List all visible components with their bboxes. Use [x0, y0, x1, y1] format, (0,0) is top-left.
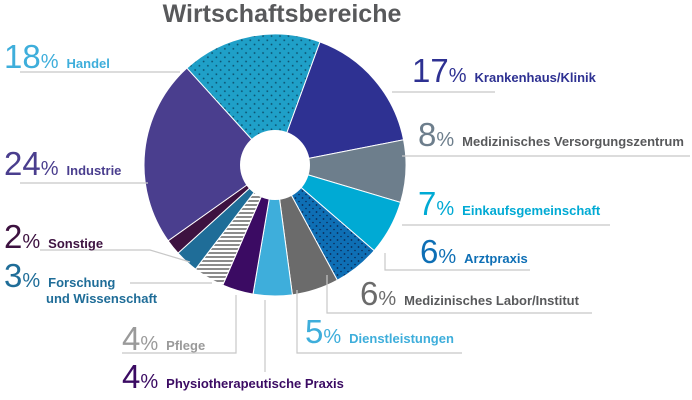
slice-value-forschung-und-wissenschaft: 3 [4, 257, 22, 294]
leader-line-sonstige [40, 249, 191, 263]
slice-value-physiotherapeutische-praxis: 4 [122, 358, 140, 395]
slice-value-medizinisches-versorgungszentrum: 8 [418, 116, 436, 153]
slice-value-pflege: 4 [122, 320, 140, 357]
slice-value-einkaufsgemeinschaft: 7 [418, 185, 436, 222]
leader-line-pflege [122, 295, 237, 354]
slice-name-einkaufsgemeinschaft: Einkaufsgemeinschaft [462, 203, 601, 218]
slice-value-handel: 18 [4, 38, 41, 75]
slice-value-dienstleistungen: 5 [305, 313, 323, 350]
donut-hole [240, 130, 310, 200]
slice-label-arztpraxis: 6% Arztpraxis [420, 233, 528, 270]
slice-name-industrie: Industrie [67, 163, 122, 178]
slice-name-pflege: Pflege [166, 338, 205, 353]
slice-label-physiotherapeutische-praxis: 4% Physiotherapeutische Praxis [122, 358, 344, 395]
pie-slice-krankenhaus-klinik [274, 41, 405, 166]
slice-label-medizinisches-labor-institut: 6% Medizinisches Labor/Institut [360, 275, 580, 312]
slice-value-industrie: 24 [4, 145, 41, 182]
slice-label-handel: 18% Handel [4, 38, 110, 75]
slice-value-medizinisches-labor-institut: 6 [360, 275, 378, 312]
slice-label-einkaufsgemeinschaft: 7% Einkaufsgemeinschaft [418, 185, 601, 222]
slice-name-medizinisches-versorgungszentrum: Medizinisches Versorgungszentrum [462, 134, 684, 149]
slice-labels: 17% Krankenhaus/Klinik 8% Medizinisches Ver… [4, 38, 684, 395]
slice-label-pflege: 4% Pflege [122, 320, 205, 357]
slice-name-krankenhaus-klinik: Krankenhaus/Klinik [475, 70, 597, 85]
slice-label-forschung-und-wissenschaft: 3% Forschung [4, 257, 115, 294]
chart-title: Wirtschaftsbereiche [163, 0, 402, 28]
leader-lines [20, 71, 690, 372]
slice-name-physiotherapeutische-praxis: Physiotherapeutische Praxis [166, 376, 344, 391]
leader-line-arztpraxis [384, 253, 530, 271]
slice-name-dienstleistungen: Dienstleistungen [349, 331, 454, 346]
slice-name-sonstige: Sonstige [48, 236, 103, 251]
slice-label-sonstige: 2% Sonstige [4, 218, 103, 255]
leader-line-medizinisches-labor-institut [326, 275, 592, 314]
slice-name-handel: Handel [67, 56, 110, 71]
slice-value-arztpraxis: 6 [420, 233, 438, 270]
slice-name-medizinisches-labor-institut: Medizinisches Labor/Institut [404, 293, 579, 308]
leader-line-dienstleistungen [296, 290, 462, 354]
slice-value-krankenhaus-klinik: 17 [412, 52, 449, 89]
slice-label-industrie: 24% Industrie [4, 145, 121, 182]
slice-label-krankenhaus-klinik: 17% Krankenhaus/Klinik [412, 52, 597, 89]
slice-label-medizinisches-versorgungszentrum: 8% Medizinisches Versorgungszentrum [418, 116, 684, 153]
slice-name-arztpraxis: Arztpraxis [464, 251, 528, 266]
slice-name-line2-forschung-und-wissenschaft: und Wissenschaft [46, 291, 158, 306]
slice-value-sonstige: 2 [4, 218, 22, 255]
pie-slice-industrie [143, 67, 276, 242]
slice-label-dienstleistungen: 5% Dienstleistungen [305, 313, 454, 350]
slice-name-forschung-und-wissenschaft: Forschung [48, 275, 115, 290]
